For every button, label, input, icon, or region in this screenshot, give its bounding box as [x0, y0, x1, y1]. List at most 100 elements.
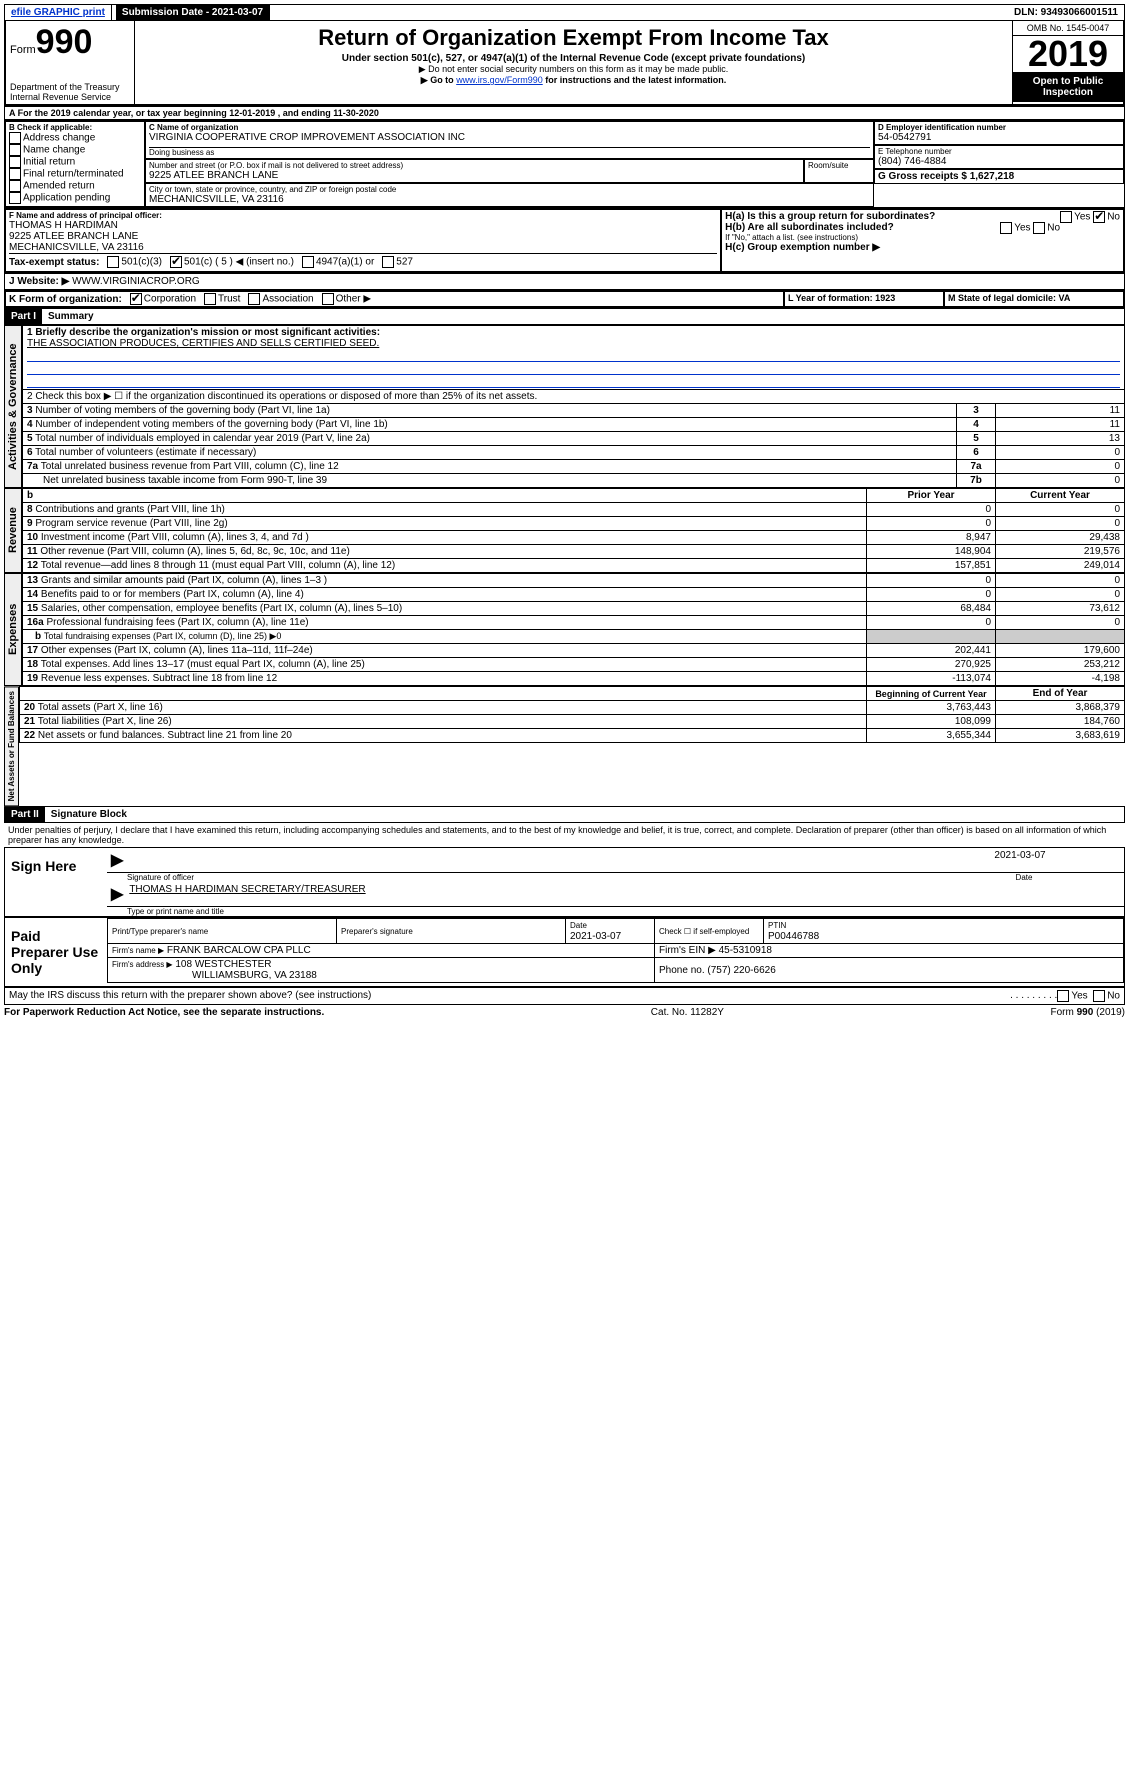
officer-addr2: MECHANICSVILLE, VA 23116 — [9, 242, 717, 253]
perjury-text: Under penalties of perjury, I declare th… — [4, 823, 1125, 847]
sign-date: 2021-03-07 — [920, 850, 1120, 870]
irs-link[interactable]: www.irs.gov/Form990 — [456, 75, 543, 85]
exp-row: 18 Total expenses. Add lines 13–17 (must… — [23, 658, 1125, 672]
chk-initial-return[interactable]: Initial return — [9, 156, 141, 168]
vert-net: Net Assets or Fund Balances — [4, 686, 19, 806]
chk-501c[interactable]: 501(c) ( 5 ) ◀ (insert no.) — [170, 256, 294, 268]
paid-preparer-label: Paid Preparer Use Only — [5, 918, 107, 986]
box-m: M State of legal domicile: VA — [944, 291, 1124, 307]
vert-revenue: Revenue — [4, 488, 22, 573]
chk-assoc[interactable]: Association — [248, 293, 313, 305]
box-f-label: F Name and address of principal officer: — [9, 211, 717, 220]
gov-row: 3 Number of voting members of the govern… — [23, 404, 1125, 418]
box-g: G Gross receipts $ 1,627,218 — [878, 171, 1120, 182]
date-label: Date — [924, 873, 1124, 882]
h-c: H(c) Group exemption number ▶ — [725, 242, 1120, 253]
gov-row: 6 Total number of volunteers (estimate i… — [23, 446, 1125, 460]
prep-date: 2021-03-07 — [570, 931, 621, 942]
chk-other[interactable]: Other ▶ — [322, 293, 371, 305]
sign-here-block: Sign Here ▶ 2021-03-07 Signature of offi… — [4, 847, 1125, 917]
chk-trust[interactable]: Trust — [204, 293, 240, 305]
line1-value: THE ASSOCIATION PRODUCES, CERTIFIES AND … — [27, 338, 379, 349]
paid-preparer-block: Paid Preparer Use Only Print/Type prepar… — [4, 917, 1125, 987]
rev-row: 10 Investment income (Part VIII, column … — [23, 531, 1125, 545]
efile-link[interactable]: efile GRAPHIC print — [5, 5, 112, 20]
line-a: A For the 2019 calendar year, or tax yea… — [4, 106, 1125, 120]
org-name: VIRGINIA COOPERATIVE CROP IMPROVEMENT AS… — [149, 132, 870, 143]
gov-row: 7a Total unrelated business revenue from… — [23, 460, 1125, 474]
website[interactable]: WWW.VIRGINIACROP.ORG — [72, 276, 200, 287]
exp-row: 14 Benefits paid to or for members (Part… — [23, 588, 1125, 602]
tax-year: 2019 — [1013, 36, 1123, 72]
exp-row: b Total fundraising expenses (Part IX, c… — [23, 630, 1125, 644]
entity-block: B Check if applicable: Address change Na… — [4, 120, 1125, 208]
expenses-block: Expenses 13 Grants and similar amounts p… — [4, 573, 1125, 686]
net-row: 20 Total assets (Part X, line 16)3,763,4… — [20, 701, 1125, 715]
sig-officer-label: Signature of officer — [127, 873, 924, 882]
footer-mid: Cat. No. 11282Y — [651, 1007, 724, 1018]
dln: DLN: 93493066001511 — [1008, 5, 1124, 20]
dba-label: Doing business as — [149, 148, 870, 157]
org-city: MECHANICSVILLE, VA 23116 — [149, 194, 870, 205]
exp-row: 19 Revenue less expenses. Subtract line … — [23, 672, 1125, 686]
net-block: Net Assets or Fund Balances Beginning of… — [4, 686, 1125, 806]
exp-row: 13 Grants and similar amounts paid (Part… — [23, 574, 1125, 588]
footer-left: For Paperwork Reduction Act Notice, see … — [4, 1007, 324, 1018]
officer-typed-name: THOMAS H HARDIMAN SECRETARY/TREASURER — [129, 884, 365, 904]
chk-4947[interactable]: 4947(a)(1) or — [302, 256, 374, 268]
chk-final-return[interactable]: Final return/terminated — [9, 168, 141, 180]
h-b: H(b) Are all subordinates included? Yes … — [725, 222, 1120, 233]
gov-row: 5 Total number of individuals employed i… — [23, 432, 1125, 446]
vert-expenses: Expenses — [4, 573, 22, 686]
arrow-icon: ▶ — [111, 850, 129, 870]
chk-discuss-yes[interactable]: Yes — [1057, 990, 1087, 1002]
form-title: Return of Organization Exempt From Incom… — [141, 25, 1006, 51]
open-public-badge: Open to Public Inspection — [1013, 72, 1123, 102]
dept-label: Department of the Treasury Internal Reve… — [10, 82, 130, 102]
addr-label: Number and street (or P.O. box if mail i… — [149, 161, 800, 170]
chk-corp[interactable]: Corporation — [130, 293, 196, 305]
rev-row: 8 Contributions and grants (Part VIII, l… — [23, 503, 1125, 517]
ptin: P00446788 — [768, 931, 819, 942]
chk-address-change[interactable]: Address change — [9, 132, 141, 144]
chk-amended[interactable]: Amended return — [9, 180, 141, 192]
firm-phone: Phone no. (757) 220-6626 — [655, 958, 1124, 983]
officer-block: F Name and address of principal officer:… — [4, 208, 1125, 273]
line2: 2 Check this box ▶ ☐ if the organization… — [23, 390, 1125, 404]
col-current: Current Year — [996, 489, 1125, 503]
submission-date: Submission Date - 2021-03-07 — [116, 5, 270, 20]
discuss-row: May the IRS discuss this return with the… — [4, 987, 1125, 1005]
chk-self-employed[interactable]: Check ☐ if self-employed — [659, 927, 749, 936]
room-label: Room/suite — [808, 161, 870, 170]
box-e-label: E Telephone number — [878, 147, 1120, 156]
revenue-block: Revenue bPrior YearCurrent Year 8 Contri… — [4, 488, 1125, 573]
city-label: City or town, state or province, country… — [149, 185, 870, 194]
officer-name: THOMAS H HARDIMAN — [9, 220, 717, 231]
footer-right: Form 990 (2019) — [1051, 1007, 1125, 1018]
chk-app-pending[interactable]: Application pending — [9, 192, 141, 204]
chk-discuss-no[interactable]: No — [1093, 990, 1120, 1002]
top-bar: efile GRAPHIC print Submission Date - 20… — [4, 4, 1125, 21]
col-begin: Beginning of Current Year — [867, 687, 996, 701]
name-title-label: Type or print name and title — [107, 907, 1124, 916]
col-end: End of Year — [996, 687, 1125, 701]
h-a: H(a) Is this a group return for subordin… — [725, 211, 1120, 222]
arrow-icon: ▶ — [111, 884, 129, 904]
box-j: J Website: ▶ WWW.VIRGINIACROP.ORG — [4, 273, 1125, 290]
sign-here-label: Sign Here — [5, 848, 107, 916]
note-goto: ▶ Go to www.irs.gov/Form990 for instruct… — [141, 75, 1006, 86]
gov-row: Net unrelated business taxable income fr… — [23, 474, 1125, 488]
h-note: If "No," attach a list. (see instruction… — [725, 233, 1120, 242]
exp-row: 16a Professional fundraising fees (Part … — [23, 616, 1125, 630]
box-l: L Year of formation: 1923 — [784, 291, 944, 307]
chk-527[interactable]: 527 — [382, 256, 413, 268]
rev-row: 9 Program service revenue (Part VIII, li… — [23, 517, 1125, 531]
form-header: Form990 Department of the Treasury Inter… — [4, 21, 1125, 106]
exp-row: 15 Salaries, other compensation, employe… — [23, 602, 1125, 616]
footer: For Paperwork Reduction Act Notice, see … — [4, 1005, 1125, 1020]
part-i-header: Part I Summary — [4, 308, 1125, 325]
part-ii-header: Part II Signature Block — [4, 806, 1125, 823]
tax-exempt-label: Tax-exempt status: — [9, 257, 99, 268]
chk-name-change[interactable]: Name change — [9, 144, 141, 156]
chk-501c3[interactable]: 501(c)(3) — [107, 256, 162, 268]
